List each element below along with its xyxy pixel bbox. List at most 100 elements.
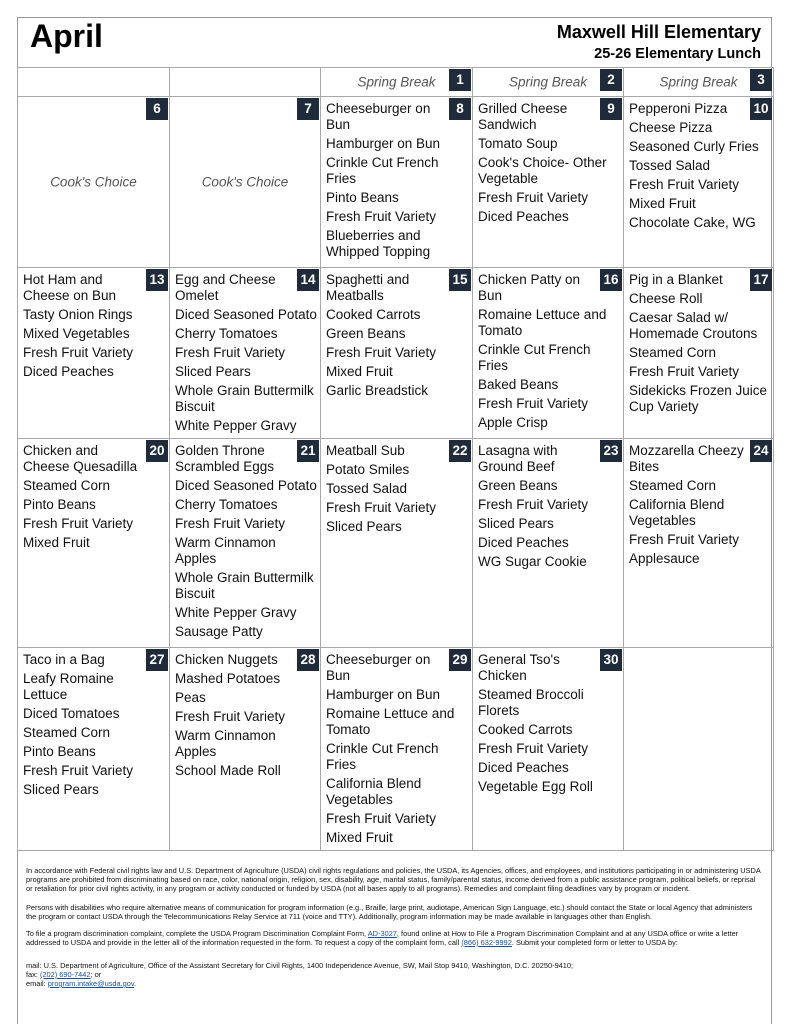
day-number: 2 bbox=[600, 69, 622, 91]
day-number: 27 bbox=[146, 649, 168, 671]
menu-item: Steamed Broccoli Florets bbox=[478, 687, 584, 718]
menu-item: Meatball Sub bbox=[326, 443, 405, 458]
menu-item: Pinto Beans bbox=[23, 497, 96, 512]
menu-item: Fresh Fruit Variety bbox=[175, 516, 286, 531]
note: Spring Break bbox=[357, 74, 436, 90]
menu-item: Apple Crisp bbox=[478, 415, 548, 430]
text: . Submit your completed form or letter t… bbox=[511, 938, 678, 947]
menu-item: Fresh Fruit Variety bbox=[23, 516, 134, 531]
day-number: 9 bbox=[600, 98, 622, 120]
menu-item: Green Beans bbox=[326, 326, 406, 341]
day-number: 23 bbox=[600, 440, 622, 462]
day-cell bbox=[17, 67, 170, 97]
day-cell: 15 Spaghetti and Meatballs Cooked Carrots G… bbox=[320, 267, 473, 439]
menu-item: Fresh Fruit Variety bbox=[326, 209, 437, 224]
menu-item: Diced Peaches bbox=[478, 535, 569, 550]
menu-item: Pinto Beans bbox=[326, 190, 399, 205]
link[interactable]: (202) 690-7442 bbox=[39, 970, 91, 979]
day-cell: 1 Spring Break bbox=[320, 67, 473, 97]
link[interactable]: (866) 632-9992 bbox=[461, 938, 512, 947]
menu-item: Diced Tomatoes bbox=[23, 706, 120, 721]
menu-item: Fresh Fruit Variety bbox=[326, 811, 437, 826]
menu-item: Crinkle Cut French Fries bbox=[326, 155, 439, 186]
menu-item: General Tso's Chicken bbox=[478, 652, 560, 683]
menu-item: Romaine Lettuce and Tomato bbox=[478, 307, 607, 338]
menu-item: Seasoned Curly Fries bbox=[629, 139, 759, 154]
day-cell: 23 Lasagna with Ground Beef Green Beans Fre… bbox=[472, 438, 624, 648]
day-number: 3 bbox=[750, 69, 772, 91]
day-number: 1 bbox=[449, 69, 471, 91]
menu-item: Steamed Corn bbox=[23, 725, 111, 740]
day-cell: 24 Mozzarella Cheezy Bites Steamed Corn Cal… bbox=[623, 438, 774, 648]
contact-line: mail: U.S. Department of Agriculture, Of… bbox=[26, 961, 762, 970]
day-cell: 28 Chicken Nuggets Mashed Potatoes Peas Fres… bbox=[169, 647, 321, 851]
text: fax: bbox=[26, 970, 40, 979]
menu-item: Hamburger on Bun bbox=[326, 136, 441, 151]
menu-item: Caesar Salad w/ Homemade Croutons bbox=[629, 310, 758, 341]
menu-item: Steamed Corn bbox=[629, 345, 717, 360]
day-cell: 20 Chicken and Cheese Quesadilla Steamed C… bbox=[17, 438, 170, 648]
menu-item: Romaine Lettuce and Tomato bbox=[326, 706, 455, 737]
menu-item: Fresh Fruit Variety bbox=[175, 709, 286, 724]
menu-item: Tossed Salad bbox=[629, 158, 711, 173]
menu-item: Baked Beans bbox=[478, 377, 559, 392]
day-cell: 14 Egg and Cheese Omelet Diced Seasoned Po… bbox=[169, 267, 321, 439]
menu-item: Fresh Fruit Variety bbox=[23, 763, 134, 778]
menu-item: Fresh Fruit Variety bbox=[326, 345, 437, 360]
menu-item: Warm Cinnamon Apples bbox=[175, 535, 276, 566]
menu-item: Diced Peaches bbox=[23, 364, 114, 379]
day-cell bbox=[623, 647, 774, 851]
subtitle: 25-26 Elementary Lunch bbox=[594, 46, 761, 62]
menu-item: Applesauce bbox=[629, 551, 700, 566]
menu-item: California Blend Vegetables bbox=[629, 497, 725, 528]
link[interactable]: program.intake@usda.gov bbox=[47, 979, 135, 988]
menu-item: Sidekicks Frozen Juice Cup Variety bbox=[629, 383, 768, 414]
note: Spring Break bbox=[659, 74, 738, 90]
day-cell: 7 Cook's Choice bbox=[169, 96, 321, 268]
note: Cook's Choice bbox=[50, 174, 137, 190]
menu-item: Chicken and Cheese Quesadilla bbox=[23, 443, 138, 474]
text: To file a program discrimination complai… bbox=[26, 929, 368, 938]
day-number: 7 bbox=[297, 98, 319, 120]
menu-item: Fresh Fruit Variety bbox=[629, 364, 740, 379]
day-number: 8 bbox=[449, 98, 471, 120]
day-cell: 21 Golden Throne Scrambled Eggs Diced Seas… bbox=[169, 438, 321, 648]
day-number: 10 bbox=[750, 98, 772, 120]
footer-paragraph: Persons with disabilities who require al… bbox=[26, 903, 762, 921]
menu-item: Egg and Cheese Omelet bbox=[175, 272, 276, 303]
menu-item: Cooked Carrots bbox=[326, 307, 421, 322]
menu-item: Mozzarella Cheezy Bites bbox=[629, 443, 744, 474]
menu-item: Pinto Beans bbox=[23, 744, 96, 759]
menu-item: Cherry Tomatoes bbox=[175, 326, 278, 341]
day-cell bbox=[169, 67, 321, 97]
day-cell: 29 Cheeseburger on Bun Hamburger on Bun Rom… bbox=[320, 647, 473, 851]
menu-item: Mixed Fruit bbox=[23, 535, 90, 550]
day-cell: 8 Cheeseburger on Bun Hamburger on Bun Crin… bbox=[320, 96, 473, 268]
day-number: 22 bbox=[449, 440, 471, 462]
day-cell: 27 Taco in a Bag Leafy Romaine Lettuce Dice… bbox=[17, 647, 170, 851]
menu-item: Taco in a Bag bbox=[23, 652, 105, 667]
day-cell: 22 Meatball Sub Potato Smiles Tossed Salad F… bbox=[320, 438, 473, 648]
text: Persons with disabilities who require al… bbox=[26, 903, 753, 921]
menu-item: Sliced Pears bbox=[326, 519, 402, 534]
link[interactable]: AD-3027 bbox=[367, 929, 397, 938]
menu-item: Leafy Romaine Lettuce bbox=[23, 671, 114, 702]
menu-item: Sliced Pears bbox=[175, 364, 251, 379]
note: Spring Break bbox=[508, 74, 588, 90]
menu-item: Diced Seasoned Potato bbox=[175, 307, 317, 322]
menu-item: Tossed Salad bbox=[326, 481, 408, 496]
day-number: 17 bbox=[750, 269, 772, 291]
day-cell: 16 Chicken Patty on Bun Romaine Lettuce an… bbox=[472, 267, 624, 439]
menu-item: Sliced Pears bbox=[478, 516, 554, 531]
school: Maxwell Hill Elementary bbox=[556, 22, 761, 42]
menu-item: Crinkle Cut French Fries bbox=[478, 342, 591, 373]
day-cell: 17 Pig in a Blanket Cheese Roll Caesar Sala… bbox=[623, 267, 774, 439]
contact-line: fax: (202) 690-7442; or bbox=[26, 970, 762, 979]
menu-item: Sliced Pears bbox=[23, 782, 99, 797]
menu-item: School Made Roll bbox=[175, 763, 281, 778]
footer-paragraph: In accordance with Federal civil rights … bbox=[26, 866, 762, 893]
day-cell: 10 Pepperoni Pizza Cheese Pizza Seasoned Cu… bbox=[623, 96, 774, 268]
menu-item: Blueberries and Whipped Topping bbox=[326, 228, 431, 259]
menu-item: Mixed Vegetables bbox=[23, 326, 130, 341]
